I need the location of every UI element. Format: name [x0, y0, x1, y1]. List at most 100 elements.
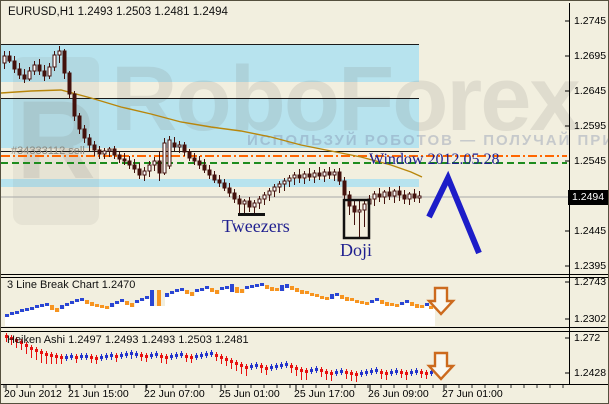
lb-underfill	[200, 291, 206, 326]
price-axis-label: 1.2428	[574, 367, 607, 379]
lb-underfill	[45, 306, 51, 326]
ha-candle-up	[70, 355, 73, 358]
ha-candle-up	[125, 353, 128, 356]
lb-underfill	[145, 299, 151, 326]
lb-bar-down	[125, 301, 129, 305]
down-signal-arrow-icon	[426, 286, 456, 316]
lb-underfill	[330, 299, 336, 326]
lb-bar-down	[50, 305, 54, 310]
lb-underfill	[65, 306, 71, 326]
lb-underfill	[270, 291, 276, 326]
lb-bar-up	[110, 303, 114, 307]
lb-underfill	[315, 297, 321, 326]
lb-underfill	[20, 312, 26, 326]
ha-candle-up	[285, 363, 288, 366]
tweezers-annotation[interactable]: Tweezers	[222, 216, 290, 236]
ha-candle-down	[40, 351, 43, 354]
candle-down	[62, 50, 67, 74]
ha-candle-down	[350, 372, 353, 375]
lb-underfill	[175, 292, 181, 326]
lb-bar-up	[225, 286, 229, 289]
lb-underfill	[90, 306, 96, 326]
candle-up	[162, 142, 167, 174]
candle-down	[37, 64, 42, 72]
lb-bar-down	[390, 303, 394, 306]
lb-bar-up	[5, 314, 9, 317]
lb-underfill	[225, 289, 231, 326]
lb-underfill	[205, 289, 211, 326]
candle-up	[167, 139, 172, 167]
lb-underfill	[100, 308, 106, 326]
lb-underfill	[420, 308, 426, 326]
window-annotation[interactable]: Window 2012.05.28	[369, 151, 500, 168]
lb-underfill	[80, 301, 86, 326]
lb-bar-down	[355, 300, 359, 303]
candle-up	[57, 50, 62, 56]
candle-down	[327, 171, 332, 176]
lb-bar-down	[300, 290, 304, 294]
lb-underfill	[30, 310, 36, 326]
candle-down	[127, 160, 132, 166]
ha-candle-up	[195, 355, 198, 358]
order-label[interactable]: #34333112 sell	[11, 145, 85, 157]
lb-underfill	[190, 296, 196, 326]
lb-bar-down	[185, 290, 189, 294]
candle-up	[107, 148, 112, 152]
lb-underfill	[260, 286, 266, 326]
lb-bar-up	[170, 291, 174, 294]
ha-candle-down	[295, 367, 298, 370]
lb-bar-down	[350, 298, 354, 301]
doji-annotation[interactable]: Doji	[340, 240, 373, 260]
candle-up	[52, 54, 57, 68]
lb-bar-down	[385, 302, 389, 306]
lb-bar-down	[305, 291, 309, 294]
candle-down	[87, 137, 92, 146]
ha-candle-up	[390, 371, 393, 374]
lb-underfill	[320, 299, 326, 326]
ha-candle-down	[240, 364, 243, 367]
candle-down	[297, 174, 302, 179]
lb-underfill	[85, 304, 91, 326]
lb-underfill	[310, 296, 316, 326]
candle-up	[282, 180, 287, 185]
candle-up	[312, 172, 317, 178]
ha-candle-up	[375, 369, 378, 372]
candle-up	[357, 209, 362, 213]
lb-underfill	[220, 290, 226, 326]
ha-candle-up	[100, 356, 103, 359]
ha-candle-down	[60, 356, 63, 359]
ha-candle-down	[225, 358, 228, 361]
ha-candle-up	[210, 352, 213, 355]
ha-candle-up	[255, 364, 258, 367]
lb-bar-up	[25, 308, 29, 311]
lb-bar-down	[275, 288, 279, 291]
lb-bar-up	[375, 298, 379, 301]
time-axis-label: 20 Jun 2012	[4, 388, 62, 400]
lb-bar-up	[35, 305, 39, 308]
lb-bar-down	[265, 285, 269, 289]
lb-underfill	[285, 288, 291, 326]
lb-underfill	[165, 297, 171, 326]
lb-underfill	[255, 287, 261, 326]
ha-candle-down	[380, 371, 383, 374]
ha-candle-down	[160, 355, 163, 358]
ha-candle-up	[430, 371, 433, 374]
lb-underfill	[295, 292, 301, 326]
lb-bar-up	[425, 303, 429, 306]
ha-candle-up	[335, 371, 338, 374]
lb-bar-down	[395, 304, 399, 307]
candle-down	[197, 160, 202, 166]
lb-underfill	[15, 314, 21, 326]
lb-bar-up	[115, 301, 119, 304]
candle-up	[27, 70, 32, 80]
ha-candle-up	[270, 366, 273, 369]
lb-underfill	[110, 307, 116, 326]
ha-candle-up	[360, 372, 363, 375]
candle-down	[377, 193, 382, 198]
candle-down	[307, 173, 312, 178]
lb-bar-down	[295, 288, 299, 292]
candle-down	[217, 179, 222, 184]
ha-candle-up	[275, 365, 278, 368]
ha-candle-down	[45, 353, 48, 356]
